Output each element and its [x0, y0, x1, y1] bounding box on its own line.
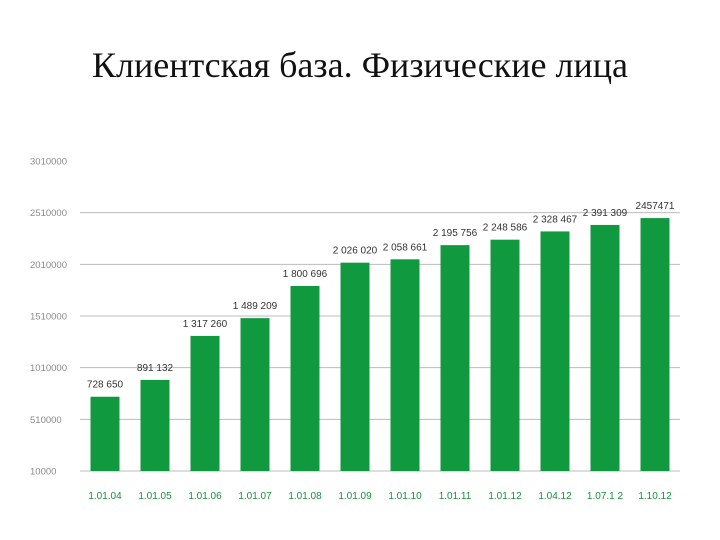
bar [640, 218, 670, 471]
data-labels: 728 650 891 132 1 317 260 1 489 209 1 800 69… [87, 201, 675, 391]
data-label: 1 317 260 [183, 319, 228, 330]
x-tick-label: 1.01.09 [338, 491, 372, 502]
bar [590, 224, 620, 471]
x-tick-label: 1.07.1 2 [587, 491, 624, 502]
x-tick-label: 1.01.11 [439, 491, 472, 502]
data-label: 2 058 661 [383, 242, 428, 253]
y-tick-label: 3010000 [30, 157, 67, 168]
x-tick-label: 1.10.12 [638, 491, 672, 502]
data-label: 2 391 309 [583, 208, 628, 219]
data-label: 1 800 696 [283, 269, 328, 280]
x-tick-label: 1.04.12 [538, 491, 572, 502]
x-tick-label: 1.01.05 [138, 491, 172, 502]
gridlines [80, 212, 680, 472]
x-axis-labels: 1.01.04 1.01.05 1.01.06 1.01.07 1.01.08 1.01.… [88, 491, 672, 502]
data-label: 728 650 [87, 380, 124, 391]
data-label: 2 026 020 [333, 246, 378, 257]
data-label: 2 195 756 [433, 228, 478, 239]
y-tick-label: 1010000 [30, 363, 67, 374]
bar [240, 318, 270, 471]
data-label: 2457471 [636, 201, 675, 212]
y-tick-label: 510000 [30, 415, 62, 426]
x-tick-label: 1.01.06 [188, 491, 222, 502]
y-tick-label: 2010000 [30, 260, 67, 271]
y-tick-label: 2510000 [30, 208, 67, 219]
data-label: 2 328 467 [533, 214, 578, 225]
slide-title: Клиентская база. Физические лица [92, 45, 628, 85]
bar [190, 335, 220, 471]
x-tick-label: 1.01.12 [488, 491, 522, 502]
y-axis-ticks: 10000 510000 1010000 1510000 2010000 2510000 3… [30, 157, 67, 478]
bar [90, 396, 120, 471]
bar [340, 262, 370, 471]
data-label: 891 132 [137, 363, 174, 374]
x-tick-label: 1.01.04 [88, 491, 122, 502]
bars [90, 218, 670, 471]
data-label: 2 248 586 [483, 223, 528, 234]
bar [440, 245, 470, 471]
x-tick-label: 1.01.08 [288, 491, 322, 502]
y-tick-label: 10000 [30, 467, 56, 478]
data-label: 1 489 209 [233, 301, 278, 312]
bar [290, 285, 320, 471]
bar [140, 379, 170, 471]
bar [540, 231, 570, 471]
bar [390, 259, 420, 471]
y-tick-label: 1510000 [30, 312, 67, 323]
x-tick-label: 1.01.07 [238, 491, 272, 502]
bar [490, 239, 520, 471]
x-tick-label: 1.01.10 [388, 491, 422, 502]
